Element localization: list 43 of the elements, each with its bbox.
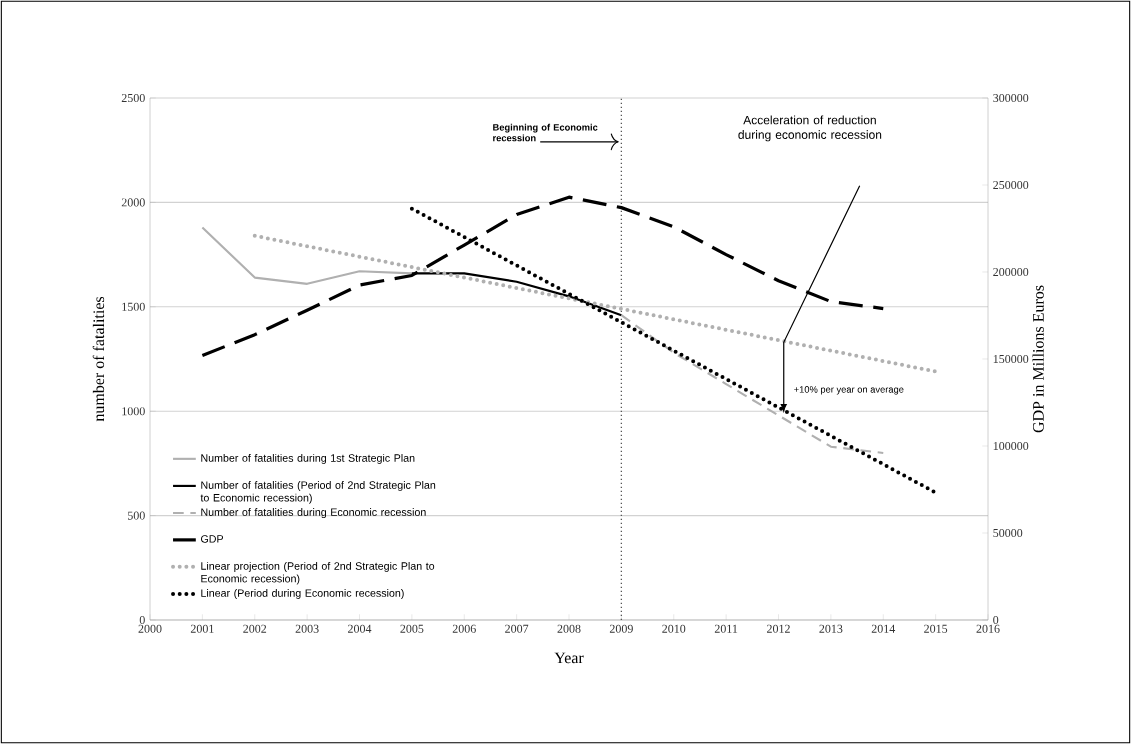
x-tick-label: 2011 <box>714 624 738 633</box>
y2-tick-label: 50000 <box>993 528 1023 538</box>
y-tick-label: 500 <box>127 511 145 520</box>
annotation: Beginning of Economic recession <box>493 123 598 142</box>
y-tick-label: 1500 <box>122 302 145 311</box>
x-tick-label: 2000 <box>138 624 162 633</box>
x-tick-label: 2010 <box>662 624 686 633</box>
annotation: +10% per year on average <box>794 386 904 395</box>
y-axis-title: number of fatalities <box>92 296 105 422</box>
annotation: Acceleration of reduction during economic recession <box>738 115 882 142</box>
y-tick-label: 2000 <box>121 198 145 207</box>
x-tick-label: 2001 <box>190 624 214 633</box>
y2-tick-label: 250000 <box>993 180 1029 190</box>
legend-label: Number of fatalities during 1st Strategic Plan <box>201 453 415 464</box>
x-tick-label: 2003 <box>295 624 319 633</box>
legend-label: Linear (Period during Economic recession) <box>201 589 404 599</box>
legend-label: GDP <box>201 535 224 543</box>
x-tick-label: 2016 <box>976 624 1000 633</box>
y2-tick-label: 0 <box>993 615 999 625</box>
y2-tick-label: 300000 <box>993 93 1029 103</box>
x-tick-label: 2009 <box>609 624 633 633</box>
legend-label: Number of fatalities during Economic recession <box>201 508 426 519</box>
x-axis-title: Year <box>554 652 584 664</box>
x-tick-label: 2013 <box>819 624 843 633</box>
x-tick-label: 2008 <box>557 624 581 633</box>
x-tick-label: 2004 <box>348 624 372 633</box>
x-tick-label: 2007 <box>505 624 529 633</box>
x-tick-label: 2012 <box>767 624 790 633</box>
x-tick-label: 2005 <box>400 624 424 633</box>
y2-tick-label: 100000 <box>993 441 1029 451</box>
legend-label: Linear projection (Period of 2nd Strategic Plan to Economic recession) <box>201 561 435 585</box>
y-tick-label: 1000 <box>122 407 145 416</box>
y2-tick-label: 150000 <box>993 354 1029 364</box>
line-series <box>201 226 413 285</box>
y2-axis-title: GDP in Millions Euros <box>1032 285 1044 433</box>
x-tick-label: 2015 <box>924 624 948 633</box>
x-tick-label: 2002 <box>243 624 267 633</box>
y-tick-label: 0 <box>139 615 145 625</box>
x-tick-label: 2014 <box>871 624 896 633</box>
x-tick-label: 2006 <box>452 624 476 633</box>
legend-label: Number of fatalities (Period of 2nd Strategic Plan to Economic recession) <box>200 481 436 504</box>
y-tick-label: 2500 <box>121 93 145 103</box>
y2-tick-label: 200000 <box>993 267 1029 277</box>
